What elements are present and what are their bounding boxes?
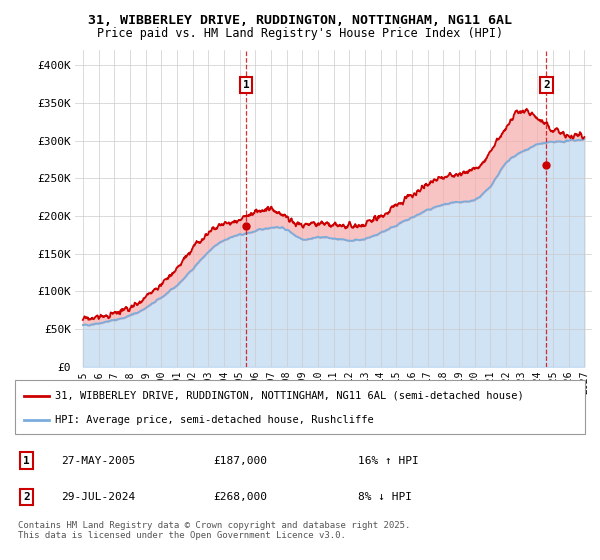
Text: 31, WIBBERLEY DRIVE, RUDDINGTON, NOTTINGHAM, NG11 6AL (semi-detached house): 31, WIBBERLEY DRIVE, RUDDINGTON, NOTTING… [55, 391, 524, 400]
Text: 1: 1 [23, 456, 30, 465]
Text: HPI: Average price, semi-detached house, Rushcliffe: HPI: Average price, semi-detached house,… [55, 416, 374, 426]
FancyBboxPatch shape [15, 380, 585, 435]
Text: £187,000: £187,000 [214, 456, 268, 465]
Text: £268,000: £268,000 [214, 492, 268, 502]
Text: Contains HM Land Registry data © Crown copyright and database right 2025.
This d: Contains HM Land Registry data © Crown c… [18, 521, 410, 540]
Text: 1: 1 [243, 80, 250, 90]
Text: 2: 2 [543, 80, 550, 90]
Text: 29-JUL-2024: 29-JUL-2024 [61, 492, 135, 502]
Text: 2: 2 [23, 492, 30, 502]
Text: 31, WIBBERLEY DRIVE, RUDDINGTON, NOTTINGHAM, NG11 6AL: 31, WIBBERLEY DRIVE, RUDDINGTON, NOTTING… [88, 14, 512, 27]
Text: 16% ↑ HPI: 16% ↑ HPI [358, 456, 418, 465]
Text: 8% ↓ HPI: 8% ↓ HPI [358, 492, 412, 502]
Text: 27-MAY-2005: 27-MAY-2005 [61, 456, 135, 465]
Text: Price paid vs. HM Land Registry's House Price Index (HPI): Price paid vs. HM Land Registry's House … [97, 27, 503, 40]
